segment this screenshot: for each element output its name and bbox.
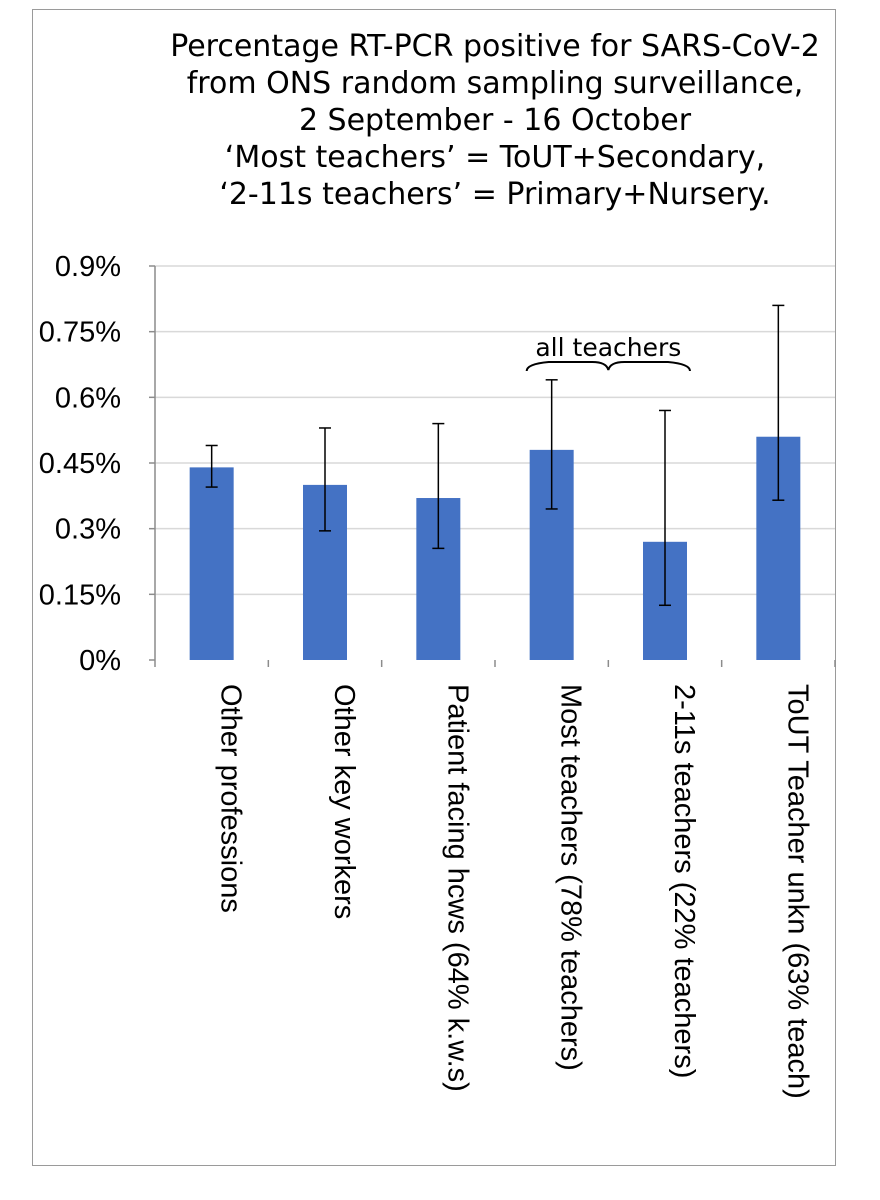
y-tick-label: 0.6%	[55, 382, 121, 414]
x-category-label: ToUT Teacher unkn (63% teach)	[781, 684, 813, 1099]
x-category-label: Most teachers (78% teachers)	[555, 684, 587, 1071]
bar	[189, 467, 234, 660]
x-category-label: Other key workers	[328, 684, 360, 919]
annotation-label: all teachers	[535, 333, 681, 362]
chart-frame	[32, 9, 836, 1166]
chart-title: Percentage RT-PCR positive for SARS-CoV-…	[150, 28, 840, 213]
x-category-label: 2-11s teachers (22% teachers)	[668, 684, 700, 1078]
chart-title-line: ‘2-11s teachers’ = Primary+Nursery.	[219, 177, 771, 212]
y-tick-label: 0.45%	[39, 448, 121, 480]
y-tick-label: 0%	[79, 645, 121, 677]
x-category-label: Patient facing hcws (64% k.w.s)	[441, 684, 473, 1092]
x-category-label: Other professions	[215, 684, 247, 913]
chart-title-line: ‘Most teachers’ = ToUT+Secondary,	[224, 140, 766, 175]
y-tick-label: 0.75%	[39, 317, 121, 349]
y-tick-label: 0.15%	[39, 579, 121, 611]
chart-title-line: Percentage RT-PCR positive for SARS-CoV-…	[170, 29, 820, 64]
y-tick-label: 0.3%	[55, 514, 121, 546]
chart-title-line: 2 September - 16 October	[298, 103, 692, 138]
chart-title-line: from ONS random sampling surveillance,	[186, 66, 804, 101]
annotation-brace	[525, 361, 691, 372]
y-tick-label: 0.9%	[55, 251, 121, 283]
